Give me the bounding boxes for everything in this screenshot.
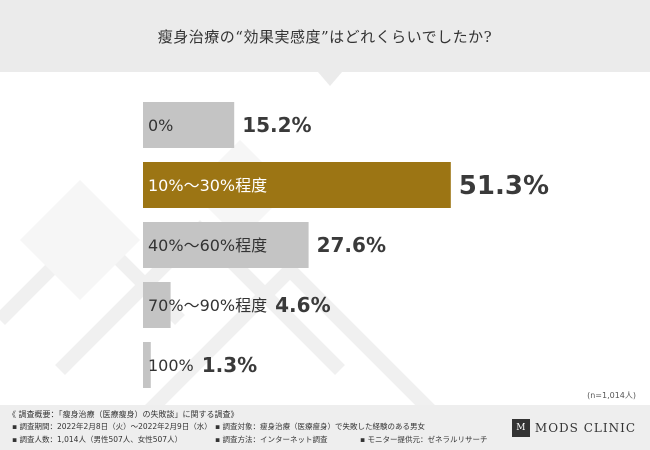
survey-provider: モニター提供元：ゼネラルリサーチ (360, 434, 487, 445)
question-header: 瘦身治療の“効果実感度”はどれくらいでしたか? (0, 0, 650, 72)
category-label-2: 40%〜60%程度 (148, 236, 267, 255)
bar-4 (143, 342, 151, 388)
page-title: 瘦身治療の“効果実感度”はどれくらいでしたか? (157, 27, 493, 46)
bar-2 (143, 222, 309, 268)
sample-size-note: (n=1,014人) (587, 391, 636, 400)
value-label-3: 4.6% (275, 293, 330, 317)
bar-1 (143, 162, 451, 208)
bar-0 (143, 102, 235, 148)
value-label-2: 27.6% (317, 233, 386, 257)
survey-footer: 《 調査概要：「瘦身治療（医療瘦身）の失敗談」に関する調査》 調査期間：2022… (0, 405, 650, 450)
logo-icon: M (511, 419, 530, 437)
header-pointer (318, 72, 342, 86)
clinic-logo: M MODS CLINIC (511, 419, 636, 437)
category-label-4: 100% (148, 356, 194, 375)
value-label-1: 51.3% (459, 171, 549, 201)
bar-3 (143, 282, 171, 328)
survey-title: 《 調査概要：「瘦身治療（医療瘦身）の失敗談」に関する調査》 (8, 410, 239, 419)
survey-target: 調査対象：瘦身治療（医療瘦身）で失敗した経験のある男女 (215, 421, 425, 432)
survey-respondents: 調査人数：1,014人（男性507人、女性507人） (12, 434, 182, 445)
category-label-0: 0% (148, 116, 173, 135)
logo-text: MODS CLINIC (534, 421, 636, 435)
survey-period: 調査期間：2022年2月8日（火）〜2022年2月9日（水） (12, 421, 211, 432)
value-label-4: 1.3% (202, 353, 257, 377)
value-label-0: 15.2% (242, 113, 311, 137)
category-label-3: 70%〜90%程度 (148, 296, 267, 315)
category-label-1: 10%〜30%程度 (148, 176, 267, 195)
bar-chart: 0% 15.2% 10%〜30%程度 51.3% 40%〜60%程度 27.6% 70%〜9… (143, 102, 549, 388)
survey-method: 調査方法：インターネット調査 (215, 434, 327, 445)
